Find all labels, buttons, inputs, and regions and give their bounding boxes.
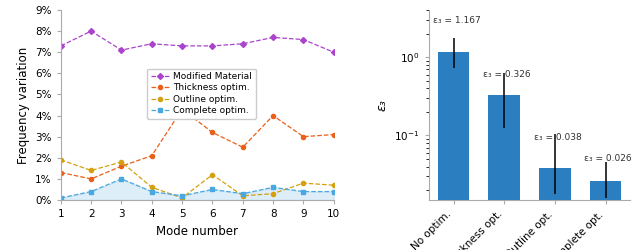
Modified Material: [118, 48, 125, 51]
Outline optim.: [118, 160, 125, 164]
Complete optim.: [330, 190, 337, 193]
Bar: [488, 95, 520, 250]
Complete optim.: [148, 190, 156, 193]
Outline optim.: [148, 186, 156, 189]
Outline optim.: [179, 196, 186, 200]
Modified Material: [148, 42, 156, 45]
Thickness optim.: [57, 171, 65, 174]
Text: ε₃ = 0.038: ε₃ = 0.038: [534, 132, 581, 141]
Modified Material: [239, 42, 246, 45]
Line: Thickness optim.: Thickness optim.: [59, 107, 336, 181]
Legend: Modified Material, Thickness optim., Outline optim., Complete optim.: Modified Material, Thickness optim., Out…: [147, 68, 256, 118]
Thickness optim.: [118, 165, 125, 168]
Complete optim.: [269, 186, 277, 189]
Bar: [590, 181, 621, 250]
Complete optim.: [300, 190, 307, 193]
Thickness optim.: [269, 114, 277, 117]
Line: Complete optim.: Complete optim.: [59, 177, 336, 200]
Modified Material: [87, 30, 95, 32]
Complete optim.: [209, 188, 216, 191]
Outline optim.: [330, 184, 337, 187]
Bar: [438, 52, 469, 250]
Thickness optim.: [87, 178, 95, 180]
Modified Material: [57, 44, 65, 48]
Complete optim.: [239, 192, 246, 195]
Modified Material: [269, 36, 277, 39]
Line: Outline optim.: Outline optim.: [59, 158, 336, 200]
Modified Material: [330, 51, 337, 54]
Thickness optim.: [209, 131, 216, 134]
Thickness optim.: [330, 133, 337, 136]
Text: ε₃ = 1.167: ε₃ = 1.167: [433, 16, 481, 25]
Text: ε₃ = 0.026: ε₃ = 0.026: [584, 154, 632, 163]
Outline optim.: [239, 194, 246, 197]
X-axis label: Mode number: Mode number: [156, 224, 238, 237]
Thickness optim.: [179, 108, 186, 111]
Complete optim.: [57, 196, 65, 200]
Outline optim.: [57, 158, 65, 162]
Text: ε₃ = 0.326: ε₃ = 0.326: [483, 70, 531, 79]
Line: Modified Material: Modified Material: [59, 29, 336, 54]
Outline optim.: [209, 173, 216, 176]
Complete optim.: [118, 178, 125, 180]
Outline optim.: [300, 182, 307, 184]
Thickness optim.: [148, 154, 156, 157]
Outline optim.: [87, 169, 95, 172]
Complete optim.: [179, 194, 186, 197]
Modified Material: [209, 44, 216, 48]
Complete optim.: [87, 190, 95, 193]
Bar: [539, 168, 571, 250]
Y-axis label: Frequency variation: Frequency variation: [17, 46, 29, 164]
Thickness optim.: [239, 146, 246, 149]
Thickness optim.: [300, 135, 307, 138]
Outline optim.: [269, 192, 277, 195]
Modified Material: [300, 38, 307, 41]
Y-axis label: ε₃: ε₃: [376, 99, 388, 111]
Modified Material: [179, 44, 186, 48]
